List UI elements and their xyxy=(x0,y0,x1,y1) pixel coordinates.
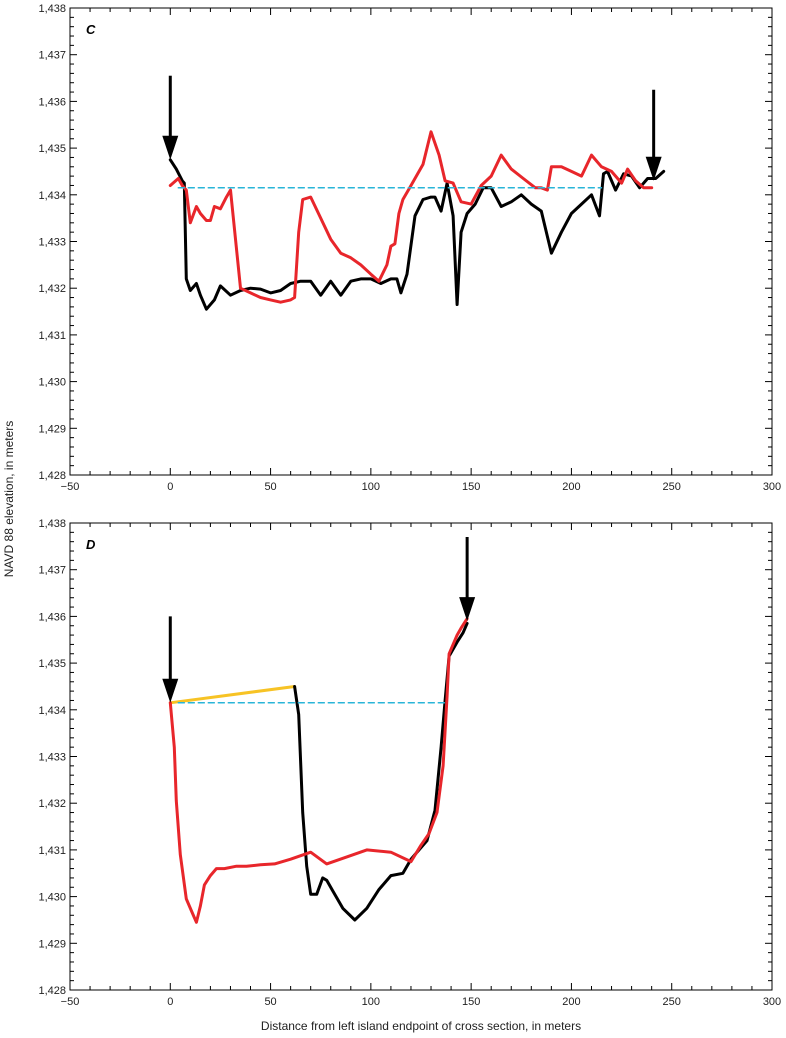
panel-c-y-tick-label: 1,435 xyxy=(38,143,66,155)
panel-c: 1,428 1,429 1,430 1,431 1,432 1,433 1,434 1,435… xyxy=(38,3,781,493)
panel-d-x-tick-label: 0 xyxy=(167,996,173,1008)
panel-d-y-tick-label: 1,434 xyxy=(38,705,66,717)
panel-c-x-tick-label: 200 xyxy=(562,481,580,493)
panel-c-x-tick-label: 50 xyxy=(264,481,276,493)
panel-d-x-tick-label: −50 xyxy=(61,996,80,1008)
panel-d-arrow-head-2 xyxy=(459,597,476,622)
panel-c-y-tick-label: 1,438 xyxy=(38,3,66,15)
panel-d-y-tick-label: 1,433 xyxy=(38,752,66,764)
y-axis-title: NAVD 88 elevation, in meters xyxy=(2,421,16,578)
panel-d: 1,428 1,429 1,430 1,431 1,432 1,433 1,434 1,435… xyxy=(38,518,781,1008)
panel-c-y-tick-label: 1,432 xyxy=(38,283,66,295)
panel-c-x-tick-label: 0 xyxy=(167,481,173,493)
panel-c-x-tick-label: 150 xyxy=(462,481,480,493)
panel-d-x-tick-label: 300 xyxy=(763,996,781,1008)
panel-d-x-tick-label: 200 xyxy=(562,996,580,1008)
plot-frame xyxy=(69,7,773,476)
panel-c-black-line xyxy=(168,158,666,311)
panel-c-y-tick-label: 1,433 xyxy=(38,237,66,249)
panel-d-arrow-head-1 xyxy=(162,678,179,703)
marks-c xyxy=(168,130,666,311)
ticks-d: 1,428 1,429 1,430 1,431 1,432 1,433 1,434 1,435… xyxy=(38,518,781,1008)
arrows-c xyxy=(162,75,662,181)
arrows-d xyxy=(162,537,476,703)
panel-c-y-tick-label: 1,436 xyxy=(38,96,66,108)
panel-c-x-tick-label: 100 xyxy=(362,481,380,493)
panel-c-x-tick-label: 300 xyxy=(763,481,781,493)
panel-label-c: C xyxy=(86,22,96,37)
panel-c-arrow-head-2 xyxy=(645,156,662,181)
panel-c-y-tick-label: 1,431 xyxy=(38,330,66,342)
panel-c-arrow-head-1 xyxy=(162,135,179,160)
panel-d-x-tick-label: 50 xyxy=(264,996,276,1008)
panel-label-d: D xyxy=(86,537,96,552)
panel-d-y-tick-label: 1,438 xyxy=(38,518,66,530)
panel-c-y-tick-label: 1,428 xyxy=(38,470,66,482)
panel-d-y-tick-label: 1,435 xyxy=(38,658,66,670)
panel-d-y-tick-label: 1,431 xyxy=(38,845,66,857)
x-axis-title: Distance from left island endpoint of cr… xyxy=(261,1019,581,1033)
panel-d-y-tick-label: 1,429 xyxy=(38,938,66,950)
panel-c-red-line xyxy=(168,130,654,304)
panel-d-x-tick-label: 150 xyxy=(462,996,480,1008)
panel-d-y-tick-label: 1,432 xyxy=(38,798,66,810)
panel-c-y-tick-label: 1,437 xyxy=(38,50,66,62)
ticks-c: 1,428 1,429 1,430 1,431 1,432 1,433 1,434 1,435… xyxy=(38,3,781,493)
panel-c-y-tick-label: 1,430 xyxy=(38,377,66,389)
panel-d-y-tick-label: 1,437 xyxy=(38,565,66,577)
panel-d-x-tick-label: 250 xyxy=(663,996,681,1008)
panel-d-y-tick-label: 1,436 xyxy=(38,611,66,623)
panel-d-x-tick-label: 100 xyxy=(362,996,380,1008)
panel-d-y-tick-label: 1,430 xyxy=(38,892,66,904)
panel-d-y-tick-label: 1,428 xyxy=(38,985,66,997)
panel-c-y-tick-label: 1,429 xyxy=(38,423,66,435)
marks-d xyxy=(168,617,469,924)
panel-d-yellow-line xyxy=(168,685,297,705)
panel-c-x-tick-label: 250 xyxy=(663,481,681,493)
panel-c-y-tick-label: 1,434 xyxy=(38,190,66,202)
panel-c-x-tick-label: −50 xyxy=(61,481,80,493)
panel-d-red-line xyxy=(168,617,469,924)
